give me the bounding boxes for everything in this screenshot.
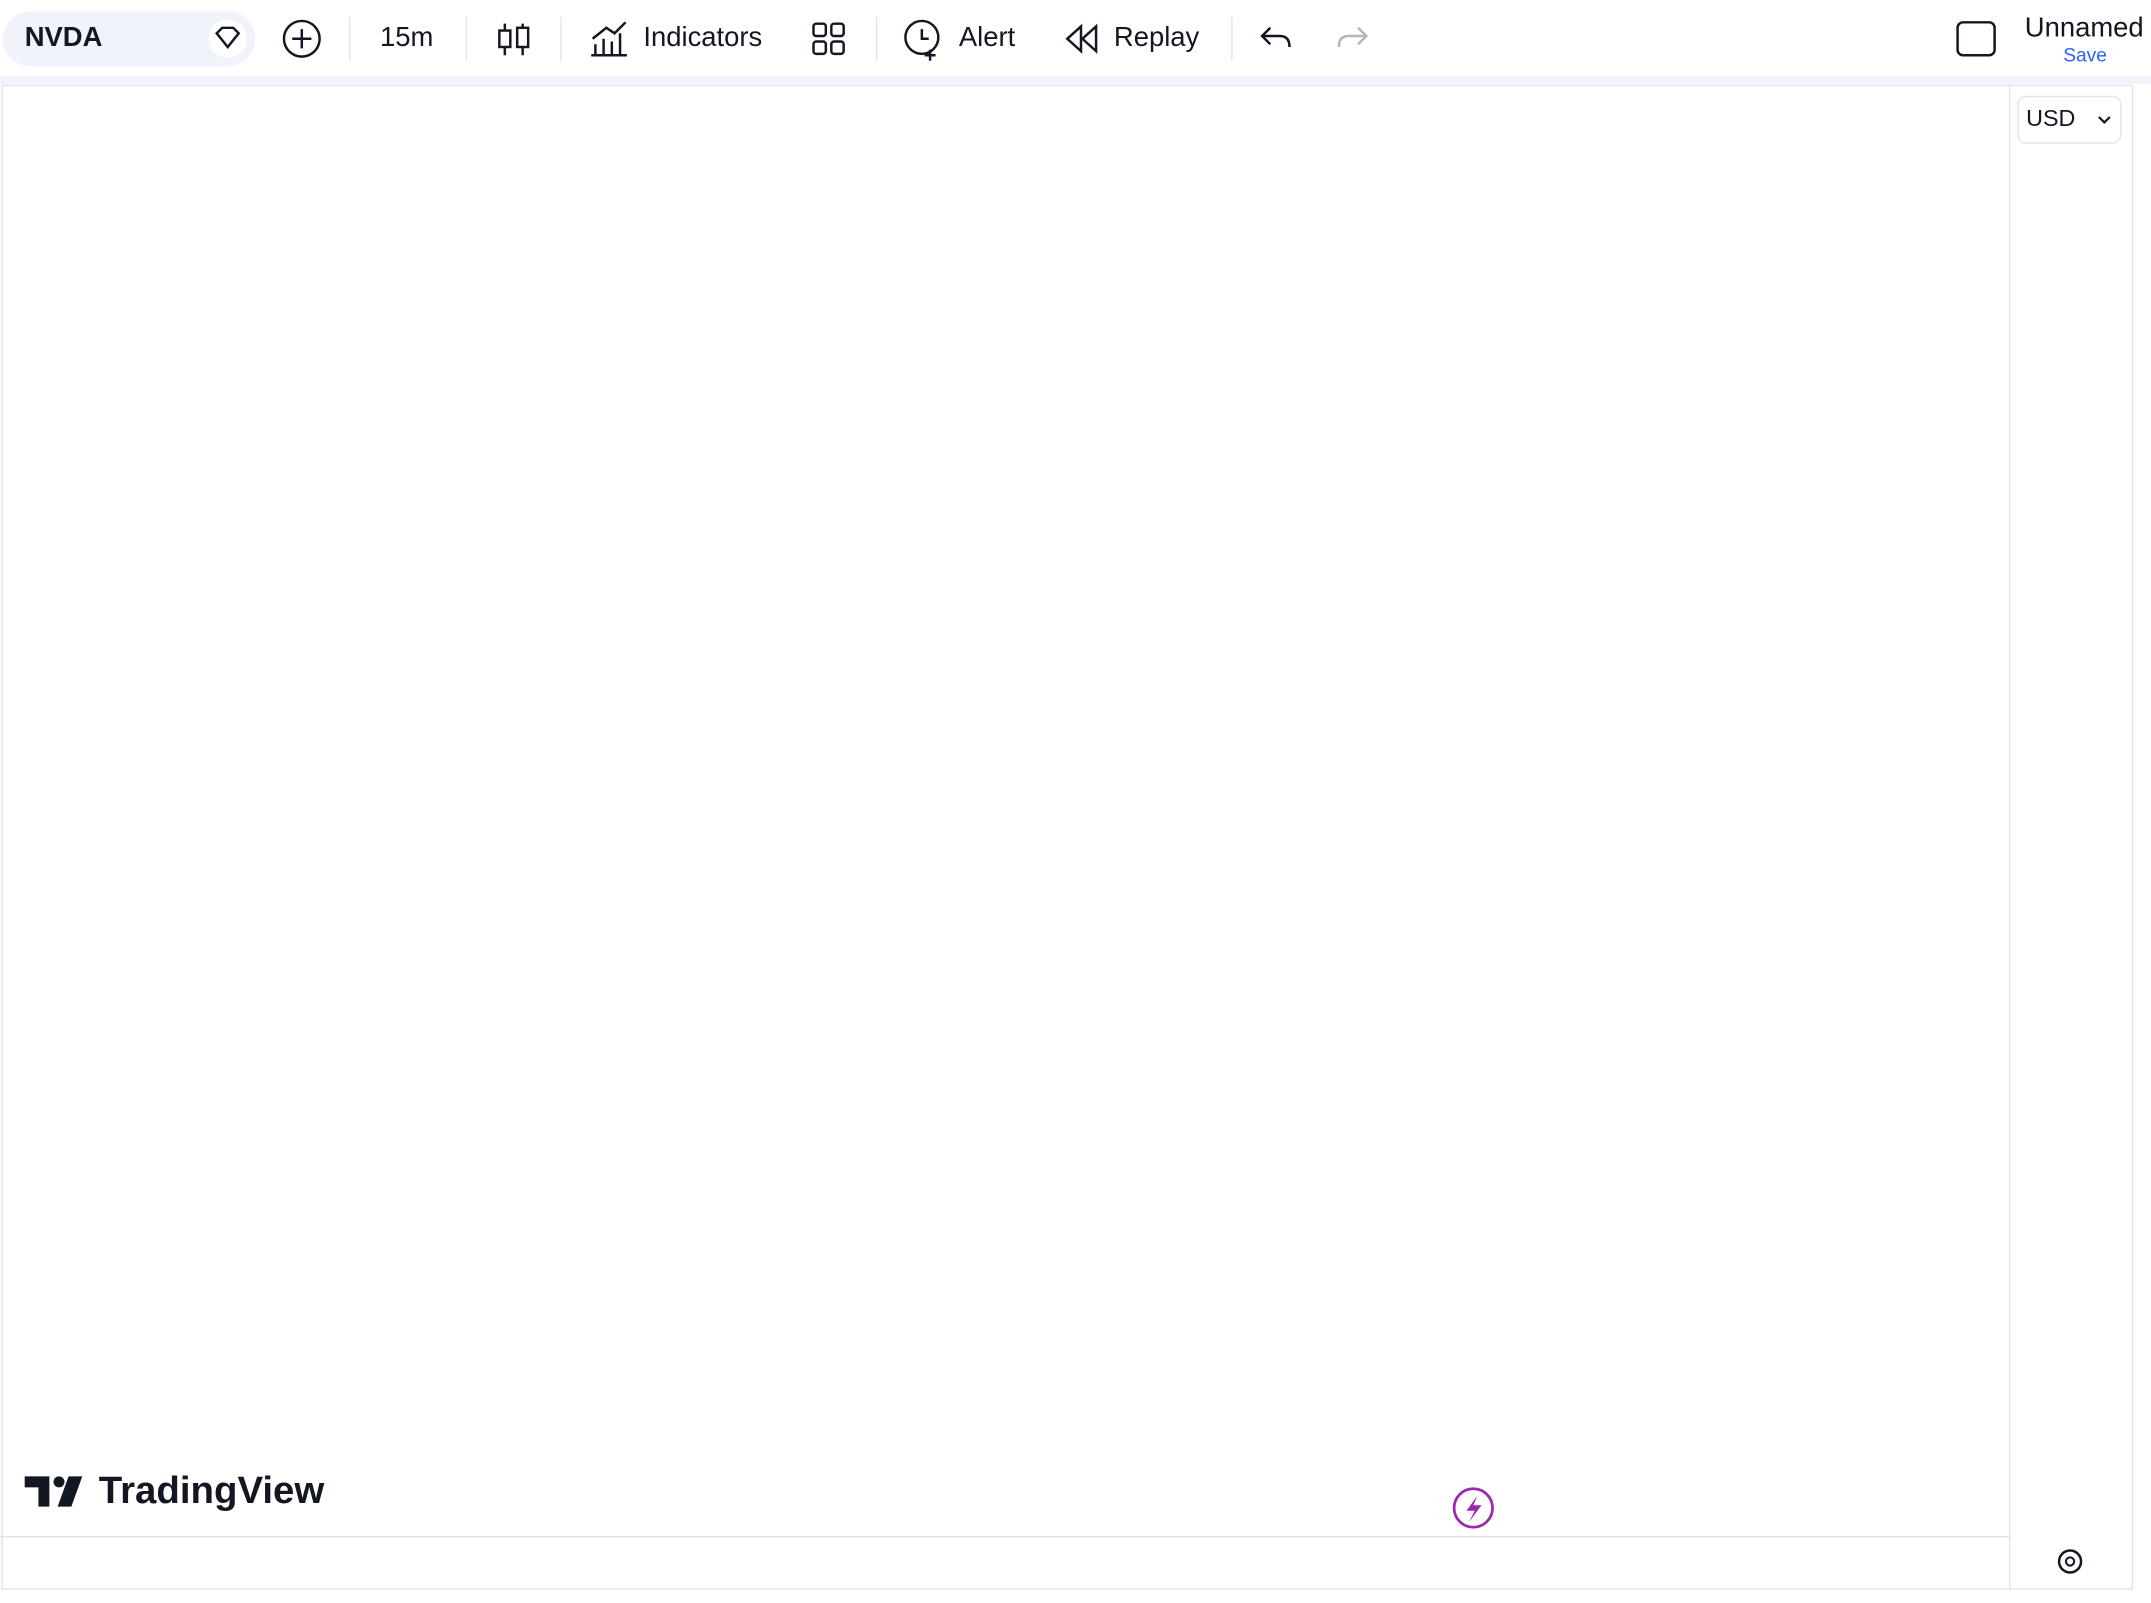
icon <box>515 26 530 49</box>
icon <box>1466 1495 1482 1522</box>
icon <box>2064 1556 2076 1567</box>
settings-icon[interactable] <box>2057 1549 2083 1574</box>
alert-icon[interactable] <box>904 19 940 56</box>
icon[interactable] <box>591 21 627 57</box>
toolbar: NVDA 15m Indicators Alert Replay Unnamed… <box>2 11 2144 67</box>
divider <box>0 75 2151 85</box>
redo[interactable] <box>1337 26 1369 48</box>
save-button[interactable]: Save <box>2063 46 2107 67</box>
replay-button[interactable]: Replay <box>1114 21 1200 52</box>
icon <box>2098 116 2111 125</box>
logo-mark <box>57 1476 83 1507</box>
replay-icon[interactable] <box>1065 23 1098 54</box>
logo-text: TradingView <box>99 1469 325 1512</box>
symbol[interactable]: NVDA <box>25 21 103 52</box>
icon <box>292 29 312 49</box>
currency-select[interactable] <box>2017 95 2122 144</box>
separators <box>349 16 1233 61</box>
currency[interactable]: USD <box>2026 105 2075 131</box>
interval[interactable]: 15m <box>380 21 433 52</box>
add-icon[interactable] <box>282 19 321 58</box>
logo: TradingView <box>24 1469 325 1512</box>
templates-icon[interactable] <box>812 22 845 56</box>
symbol-box[interactable] <box>2 11 256 67</box>
icon <box>498 29 512 49</box>
undo[interactable] <box>1260 26 1291 48</box>
logo-mark <box>53 1476 65 1488</box>
layout-icon[interactable] <box>1956 21 1996 57</box>
icon[interactable] <box>208 19 247 58</box>
alert-button[interactable]: Alert <box>959 21 1016 52</box>
indicators-button[interactable]: Indicators <box>643 21 762 52</box>
chart-frame <box>1 84 2134 1590</box>
layout-name[interactable]: Unnamed <box>2025 11 2144 42</box>
logo-mark <box>24 1476 50 1507</box>
assistant-icon[interactable] <box>1452 1487 1494 1529</box>
icon <box>215 26 241 49</box>
icon <box>920 29 936 61</box>
